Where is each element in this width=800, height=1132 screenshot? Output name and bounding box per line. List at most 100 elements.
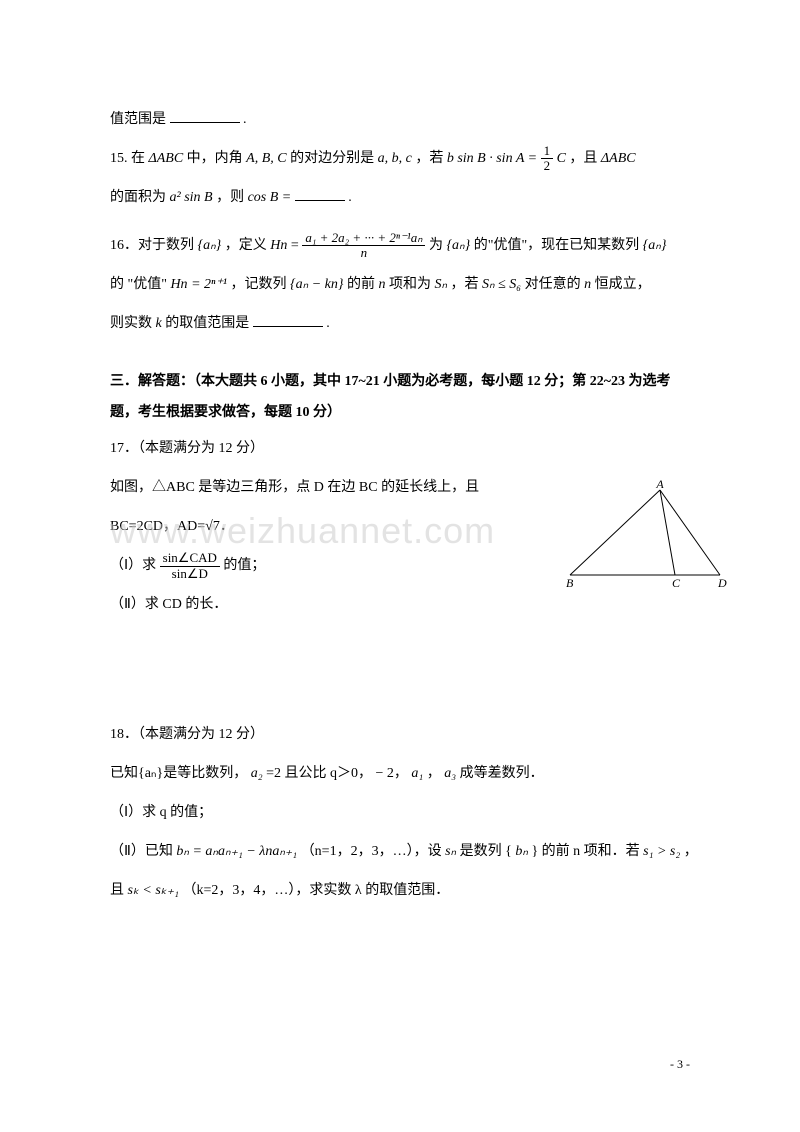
q17-p1: （Ⅰ）求 sin∠CAD sin∠D 的值； <box>110 546 520 585</box>
q18-sk: sₖ < sₖ₊₁ <box>128 883 180 898</box>
q18-a1: a₁ <box>411 766 423 781</box>
q16-eq: = <box>291 238 302 253</box>
q16-t7: ，若 <box>451 277 483 292</box>
q15-angles: A, B, C <box>246 151 286 166</box>
q15-tri: ΔABC <box>149 151 184 166</box>
q18-l3a: 且 <box>110 883 128 898</box>
q18-s1s2: s₁ > s₂ <box>643 844 680 859</box>
q18-l1c: ， <box>427 766 445 781</box>
q15-t4: ，且 <box>569 151 601 166</box>
q16-seq4: {aₙ − kn} <box>290 277 343 292</box>
q17-p1a: （Ⅰ）求 <box>110 558 160 573</box>
q16-frac: a₁ + 2a₂ + ··· + 2ⁿ⁻¹aₙ n <box>302 231 425 261</box>
page: 值范围是 . 15. 在 ΔABC 中，内角 A, B, C 的对边分别是 a,… <box>0 0 800 1132</box>
q18-a3: a₃ <box>444 766 456 781</box>
q16-t1: ，定义 <box>225 238 271 253</box>
q18-p2c: 是数列 { <box>460 844 512 859</box>
tri-B: B <box>566 576 574 590</box>
q16-l3a: 则实数 <box>110 316 156 331</box>
q16-t4: ，记数列 <box>231 277 291 292</box>
q17-p1b: 的值； <box>223 558 265 573</box>
q16-line2: 的 "优值" Hn = 2ⁿ⁺¹ ，记数列 {aₙ − kn} 的前 n 项和为… <box>110 265 690 304</box>
q15-l2b: ，则 <box>216 190 248 205</box>
q17-frac: sin∠CAD sin∠D <box>160 551 220 581</box>
q16-t2: 为 <box>429 238 447 253</box>
q15-c: C <box>557 151 566 166</box>
q16-seq2: {aₙ} <box>446 238 470 253</box>
q16-period: . <box>326 316 330 331</box>
q15-cosb: cos B = <box>248 190 292 205</box>
q18-l1b: =2 且公比 q＞0， − 2， <box>266 766 408 781</box>
q15-line2: 的面积为 a² sin B ，则 cos B = . <box>110 178 690 217</box>
q15-l2a: 的面积为 <box>110 190 170 205</box>
q16-hn2: Hn <box>170 277 187 292</box>
q16-t3: 的"优值"，现在已知某数列 <box>474 238 643 253</box>
q16-l2a: 的 "优值" <box>110 277 170 292</box>
tri-D: D <box>717 576 727 590</box>
q16-t5: 的前 <box>347 277 379 292</box>
q18-head: 18．（本题满分为 12 分） <box>110 715 690 754</box>
q16-hn: Hn <box>270 238 287 253</box>
q18-a2: a₂ <box>251 766 263 781</box>
q18-l3: 且 sₖ < sₖ₊₁ （k=2，3，4，…），求实数 λ 的取值范围． <box>110 871 690 910</box>
q16-seq3: {aₙ} <box>643 238 667 253</box>
q15-garbled: b sin B · sin A = <box>447 151 537 166</box>
tri-A: A <box>655 480 664 491</box>
q17-figure: A B C D <box>560 480 730 595</box>
section3-l2: 题，考生根据要求做答，每题 10 分） <box>110 398 690 429</box>
q18-sn: sₙ <box>445 844 456 859</box>
q16-seq1: {aₙ} <box>198 238 222 253</box>
q18-l1d: 成等差数列． <box>460 766 544 781</box>
q15-tri2: ΔABC <box>601 151 636 166</box>
q18-p1: （Ⅰ）求 q 的值； <box>110 793 690 832</box>
q16-line3: 则实数 k 的取值范围是 . <box>110 304 690 343</box>
q18-p2d: } 的前 n 项和．若 <box>531 844 643 859</box>
page-number: - 3 - <box>670 1057 690 1072</box>
q18-bn: bₙ <box>515 844 528 859</box>
tri-C: C <box>672 576 681 590</box>
q16-l3b: 的取值范围是 <box>165 316 249 331</box>
q15-t1: 中，内角 <box>187 151 247 166</box>
q15-half-num: 1 <box>541 144 554 159</box>
q18-p2b: （n=1，2，3，…），设 <box>301 844 445 859</box>
q15-line1: 15. 在 ΔABC 中，内角 A, B, C 的对边分别是 a, b, c ，… <box>110 139 690 178</box>
q17-head: 17．（本题满分为 12 分） <box>110 429 690 468</box>
q14-period: . <box>243 112 247 127</box>
q18-p2a: （Ⅱ）已知 <box>110 844 176 859</box>
q15-blank <box>295 187 345 201</box>
q18-l1: 已知{aₙ}是等比数列， a₂ =2 且公比 q＞0， − 2， a₁ ， a₃… <box>110 754 690 793</box>
q17-l1: 如图，△ABC 是等边三角形，点 D 在边 BC 的延长线上，且 BC=2CD，… <box>110 468 520 546</box>
q15-area: a² sin B <box>170 190 213 205</box>
q16-num: a₁ + 2a₂ + ··· + 2ⁿ⁻¹aₙ <box>302 231 425 246</box>
q15-half-den: 2 <box>541 159 554 173</box>
q16-prefix: 16．对于数列 <box>110 238 198 253</box>
q16-n: n <box>378 277 385 292</box>
q14-text: 值范围是 <box>110 112 166 127</box>
q16-line1: 16．对于数列 {aₙ} ，定义 Hn = a₁ + 2a₂ + ··· + 2… <box>110 226 690 265</box>
q15-prefix: 15. 在 <box>110 151 149 166</box>
q16-t6: 项和为 <box>389 277 435 292</box>
q15-half: 1 2 <box>541 144 554 174</box>
q14-blank <box>170 109 240 123</box>
q15-period: . <box>348 190 352 205</box>
q18-p2: （Ⅱ）已知 bₙ = aₙaₙ₊₁ − λnaₙ₊₁ （n=1，2，3，…），设… <box>110 832 690 871</box>
q16-ineq: Sₙ ≤ S₆ <box>482 277 521 292</box>
q14-tail: 值范围是 . <box>110 100 690 139</box>
q18-l1a: 已知{aₙ}是等比数列， <box>110 766 247 781</box>
q16-sn: Sₙ <box>434 277 447 292</box>
q16-k: k <box>156 316 162 331</box>
q18-bnexpr: bₙ = aₙaₙ₊₁ − λnaₙ₊₁ <box>176 844 297 859</box>
q15-t2: 的对边分别是 <box>290 151 378 166</box>
q15-sides: a, b, c <box>378 151 412 166</box>
q17-fn: sin∠CAD <box>160 551 220 566</box>
q16-t9: 恒成立， <box>595 277 651 292</box>
q18-l3b: （k=2，3，4，…），求实数 λ 的取值范围． <box>183 883 450 898</box>
q17-p2: （Ⅱ）求 CD 的长． <box>110 585 520 624</box>
section3-l1: 三．解答题：（本大题共 6 小题，其中 17~21 小题为必考题，每小题 12 … <box>110 367 690 398</box>
q15-t3: ，若 <box>415 151 447 166</box>
q16-den: n <box>302 246 425 260</box>
q16-n2: n <box>584 277 591 292</box>
q17-fd: sin∠D <box>160 567 220 581</box>
q16-t8: 对任意的 <box>525 277 585 292</box>
q16-blank <box>253 313 323 327</box>
